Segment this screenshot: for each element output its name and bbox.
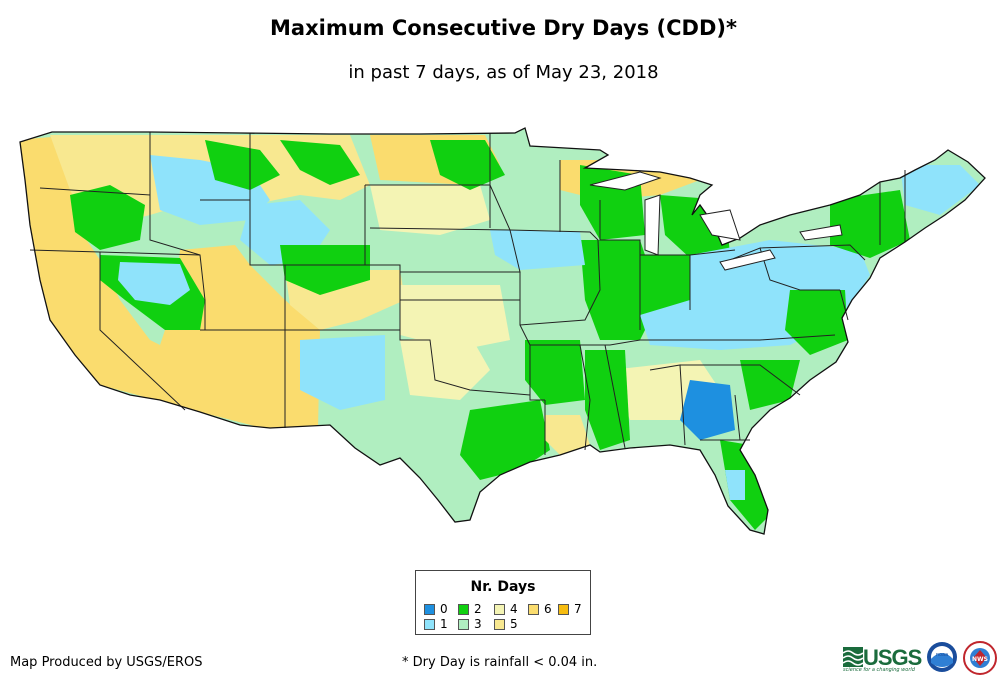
legend-label-7: 7 [574,602,582,616]
zone-va-green [785,290,848,355]
legend-title: Nr. Days [470,579,536,595]
zone-tx-green [460,400,550,480]
zone-fl-blue [725,470,745,500]
legend-label-3: 3 [474,617,482,631]
legend-label-0: 0 [440,602,448,616]
legend-swatch-2 [458,604,469,615]
legend-label-6: 6 [544,602,552,616]
usgs-wave-icon [843,647,863,667]
legend-swatch-7 [558,604,569,615]
usgs-logo-text: USGS [863,645,922,670]
zone-co-green [280,245,370,295]
noaa-logo-text: noaa [936,652,948,658]
zone-ks-yellow [400,285,510,350]
zone-southwest [160,245,320,430]
usgs-tagline: science for a changing world [843,667,915,673]
legend-swatch-6 [528,604,539,615]
legend-swatch-0 [424,604,435,615]
footnote-text: * Dry Day is rainfall < 0.04 in. [402,655,598,670]
zone-nevada-blue [118,262,190,305]
credit-text: Map Produced by USGS/EROS [10,655,203,670]
legend-label-4: 4 [510,602,518,616]
zone-ny-green [830,190,910,258]
state-boundaries [29,132,906,455]
zone-west-coast [20,135,200,412]
zone-la-yellow [545,415,590,455]
map-title: Maximum Consecutive Dry Days (CDD)* [270,16,737,40]
legend-swatch-5 [494,619,505,630]
zone-tx-yellow [400,335,490,400]
legend-swatch-4 [494,604,505,615]
zone-ar-green [525,340,585,405]
zone-sd-lightyellow [370,185,490,235]
legend-label-2: 2 [474,602,482,616]
zone-ia-blue [490,230,585,270]
legend-swatch-1 [424,619,435,630]
nws-logo-text: NWS [972,656,988,663]
great-lakes [589,171,843,271]
zone-nd-green [430,140,505,190]
legend-label-5: 5 [510,617,518,631]
legend-label-1: 1 [440,617,448,631]
zone-ne-blue [900,165,980,215]
noaa-logo-icon: noaa [927,642,957,672]
zone-nm-blue [300,335,385,410]
zone-mt-green2 [280,140,360,185]
usgs-logo: USGS science for a changing world [843,645,922,673]
zone-montana-green [205,140,280,190]
legend-swatch-3 [458,619,469,630]
map-subtitle: in past 7 days, as of May 23, 2018 [348,62,659,83]
zone-sc-green [740,360,800,410]
zone-ms-green [585,350,630,450]
nws-logo-icon: NWS [963,641,997,675]
zone-wa-green [70,185,145,250]
zone-ga-blue [680,380,735,440]
